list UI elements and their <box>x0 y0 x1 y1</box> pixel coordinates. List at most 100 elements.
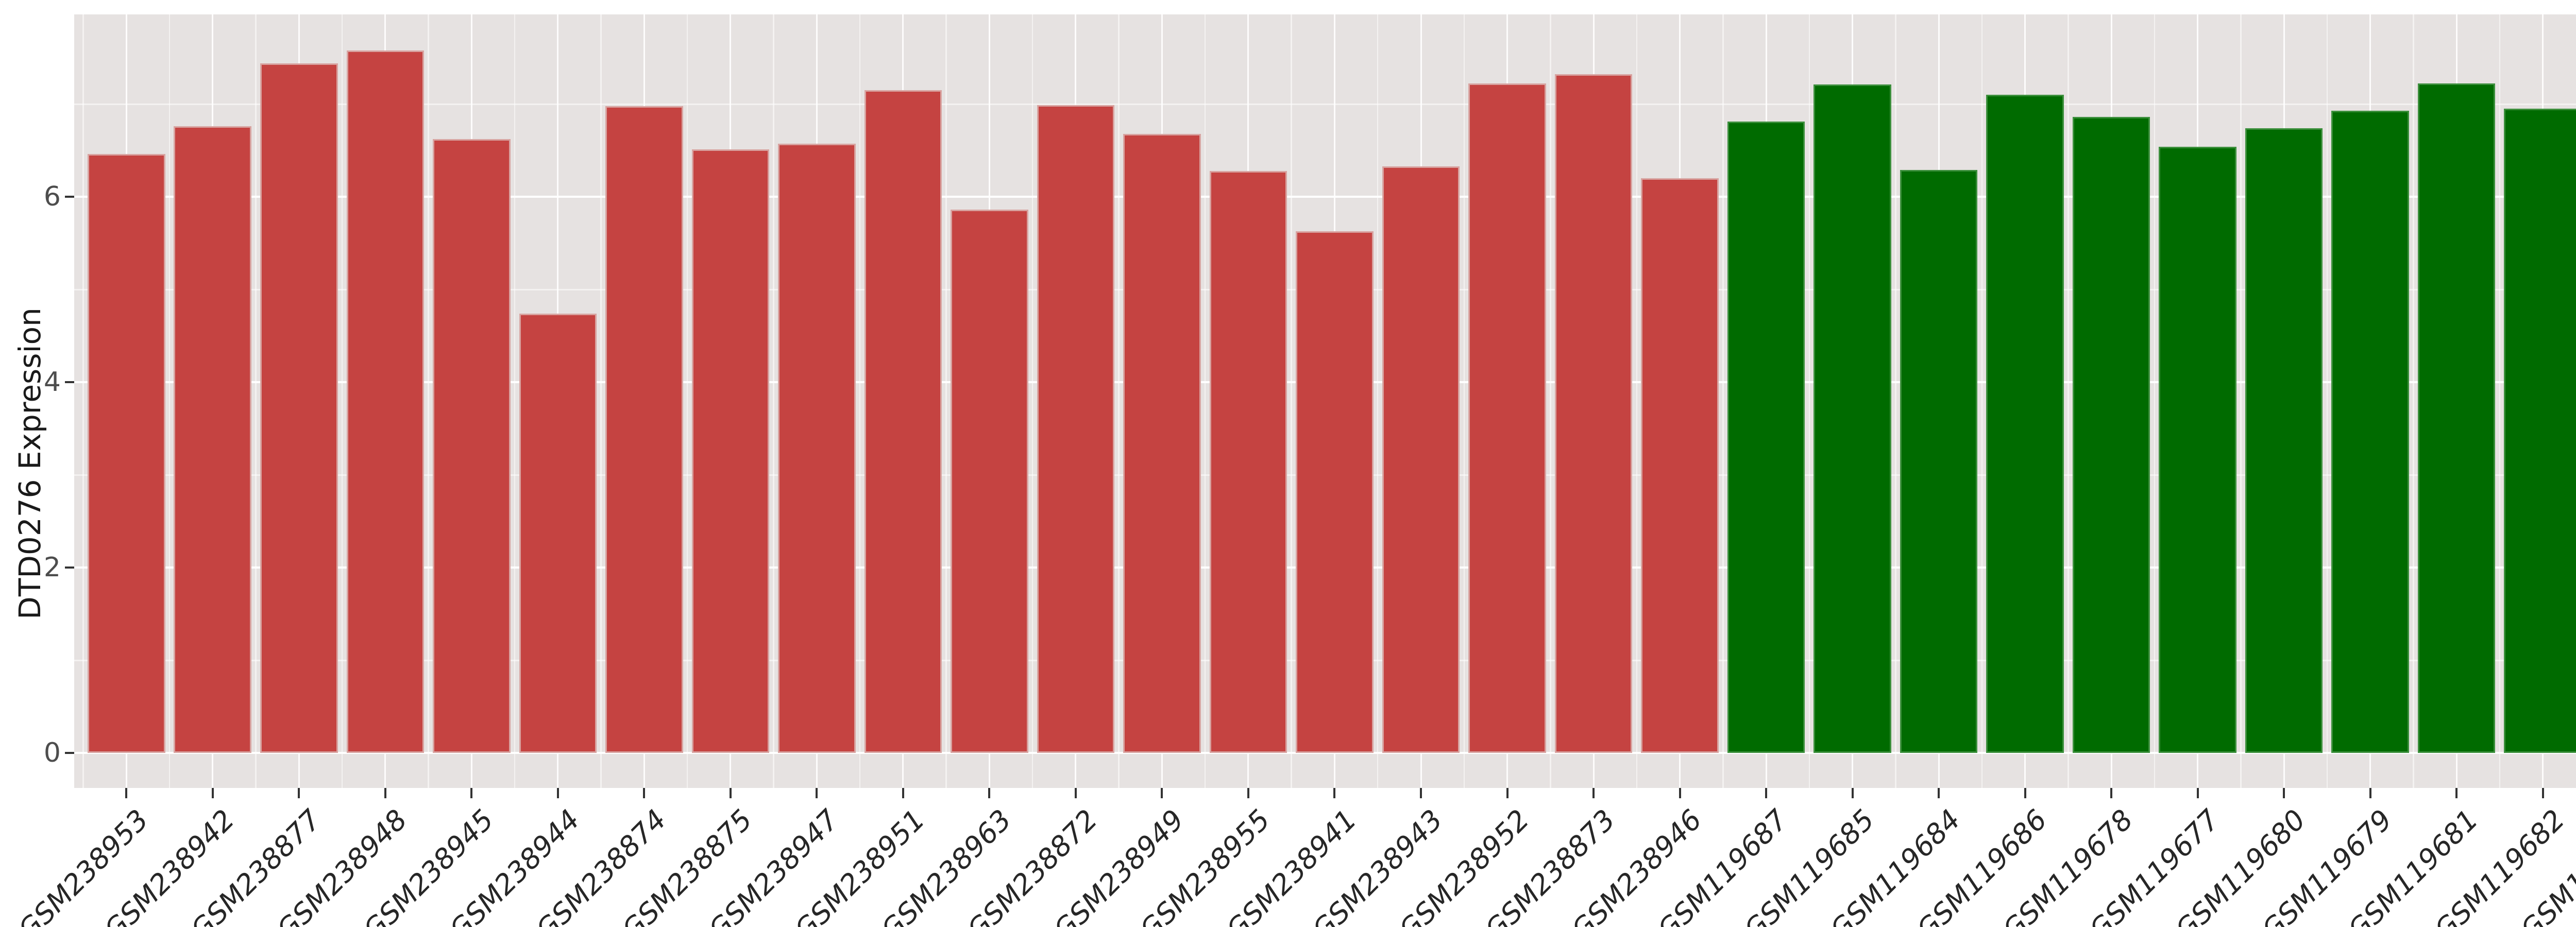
x-tick-mark <box>1851 788 1854 798</box>
x-tick-mark <box>1420 788 1422 798</box>
x-tick-mark <box>470 788 473 798</box>
gridline-minor-x <box>2240 14 2242 788</box>
bar <box>1554 74 1633 753</box>
gridline-minor-x <box>2154 14 2156 788</box>
gridline-minor-x <box>1895 14 1896 788</box>
bar <box>2072 117 2150 753</box>
x-tick-mark <box>729 788 732 798</box>
gridline-minor-x <box>1377 14 1379 788</box>
gridline-minor-x <box>341 14 343 788</box>
gridline-minor-x <box>1463 14 1465 788</box>
x-tick-mark <box>1506 788 1509 798</box>
x-tick-mark <box>2455 788 2458 798</box>
bar <box>1814 84 1891 753</box>
gridline-minor-x <box>2499 14 2501 788</box>
x-tick-mark <box>1247 788 1249 798</box>
x-tick-mark <box>2196 788 2199 798</box>
x-tick-mark <box>556 788 559 798</box>
gridline-minor-x <box>600 14 602 788</box>
bar <box>2159 146 2236 753</box>
x-tick-mark <box>816 788 818 798</box>
x-tick-mark <box>2369 788 2371 798</box>
gridline-minor-x <box>514 14 516 788</box>
x-tick-mark <box>1679 788 1681 798</box>
gridline-minor-x <box>82 14 84 788</box>
bar <box>2331 110 2409 753</box>
bar <box>1123 133 1201 753</box>
y-tick-label: 2 <box>43 552 61 583</box>
gridline-minor-x <box>686 14 688 788</box>
gridline-minor-x <box>2413 14 2414 788</box>
gridline-minor-x <box>255 14 257 788</box>
gridline-minor-x <box>2326 14 2328 788</box>
bar <box>1037 105 1115 753</box>
bar <box>864 90 942 753</box>
bar <box>87 154 165 753</box>
gridline-minor-x <box>1722 14 1724 788</box>
x-tick-mark <box>1765 788 1768 798</box>
bar <box>605 106 683 753</box>
gridline-minor-x <box>773 14 774 788</box>
gridline-minor-x <box>2067 14 2069 788</box>
gridline-minor-x <box>168 14 171 788</box>
bar <box>1296 231 1374 753</box>
gridline-minor-x <box>1981 14 1983 788</box>
y-tick-mark <box>65 566 74 569</box>
bar <box>2245 128 2323 753</box>
gridline-minor-x <box>1204 14 1206 788</box>
y-tick-label: 6 <box>43 181 61 212</box>
y-tick-label: 4 <box>43 367 61 398</box>
bar <box>2417 83 2496 753</box>
bar <box>1468 83 1546 753</box>
bar <box>346 50 425 753</box>
gridline-minor-x <box>859 14 861 788</box>
gridline-minor-x <box>945 14 947 788</box>
bar <box>951 210 1028 753</box>
bar <box>1209 170 1287 753</box>
bar <box>1986 95 2064 753</box>
gridline-major-y <box>74 196 2576 198</box>
gridline-minor-x <box>1808 14 1810 788</box>
bar <box>778 144 856 753</box>
gridline-minor-x <box>1291 14 1292 788</box>
bar <box>519 313 597 753</box>
x-tick-mark <box>211 788 214 798</box>
x-tick-mark <box>1074 788 1077 798</box>
bar <box>1641 178 1719 753</box>
x-tick-mark <box>988 788 991 798</box>
gridline-major-y <box>74 752 2576 754</box>
x-tick-mark <box>902 788 904 798</box>
x-tick-mark <box>2110 788 2113 798</box>
bar <box>433 139 511 753</box>
x-tick-mark <box>125 788 128 798</box>
x-tick-mark <box>2541 788 2544 798</box>
bar <box>2504 109 2576 753</box>
bar <box>1382 166 1460 753</box>
x-tick-mark <box>1938 788 1940 798</box>
x-tick-mark <box>1592 788 1595 798</box>
bar <box>691 149 770 753</box>
x-tick-mark <box>1161 788 1163 798</box>
plot-area <box>74 14 2576 788</box>
bar <box>1727 122 1805 753</box>
y-tick-mark <box>65 196 74 198</box>
gridline-minor-x <box>1118 14 1120 788</box>
gridline-minor-x <box>1636 14 1638 788</box>
y-tick-mark <box>65 381 74 383</box>
gridline-minor-x <box>1550 14 1551 788</box>
x-tick-mark <box>2283 788 2285 798</box>
gridline-minor-x <box>428 14 429 788</box>
x-tick-mark <box>1333 788 1336 798</box>
gridline-minor-y <box>74 104 2576 105</box>
x-tick-mark <box>2024 788 2026 798</box>
y-tick-mark <box>65 752 74 754</box>
y-tick-label: 0 <box>43 737 61 768</box>
x-tick-mark <box>384 788 386 798</box>
bar <box>1900 169 1978 753</box>
bar <box>174 126 252 753</box>
x-tick-mark <box>298 788 300 798</box>
gridline-minor-x <box>1031 14 1033 788</box>
bar <box>260 63 338 753</box>
x-tick-mark <box>643 788 646 798</box>
